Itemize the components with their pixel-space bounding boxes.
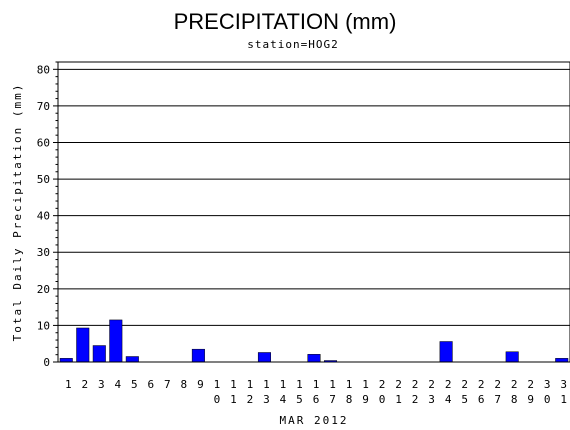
bars [59, 319, 569, 363]
bar-day-1 [59, 358, 73, 363]
y-axis-label: Total Daily Precipitation (mm) [11, 83, 24, 342]
x-axis: 1 2 3 4 5 6 7 8 9 1 01 11 21 31 41 51 61 71 81 92 02 12 22 32 42… [65, 378, 567, 406]
x-tick-label: 1 [65, 378, 72, 391]
y-tick-label: 0 [43, 356, 50, 369]
x-tick-label: 9 [197, 378, 204, 391]
x-tick-label: 4 [114, 378, 121, 391]
x-tick-label: 2 [81, 378, 88, 391]
chart-title: PRECIPITATION (mm) [174, 9, 397, 34]
bar-day-13 [257, 352, 271, 363]
bar-day-28 [505, 351, 519, 363]
y-tick-label: 60 [37, 136, 50, 149]
chart-subtitle: station=HOG2 [247, 38, 338, 51]
y-tick-label: 50 [37, 173, 50, 186]
y-tick-label: 70 [37, 100, 50, 113]
bar-day-5 [125, 356, 139, 363]
x-tick-label: 5 [131, 378, 138, 391]
y-tick-label: 10 [37, 319, 50, 332]
x-axis-label: MAR 2012 [280, 414, 349, 427]
bar-day-31 [555, 358, 569, 363]
x-tick-label: 3 [98, 378, 105, 391]
bar-day-16 [307, 354, 321, 363]
gridlines [58, 68, 570, 326]
y-tick-label: 80 [37, 63, 50, 76]
x-tick-label: 6 [148, 378, 155, 391]
x-tick-label: 7 [164, 378, 171, 391]
bar-day-9 [191, 348, 205, 363]
bar-day-2 [76, 327, 90, 363]
y-tick-label: 30 [37, 246, 50, 259]
x-tick-label: 8 [181, 378, 188, 391]
bar-day-24 [439, 341, 453, 363]
bar-day-4 [109, 319, 123, 363]
y-tick-label: 40 [37, 210, 50, 223]
y-tick-label: 20 [37, 283, 50, 296]
bar-day-3 [92, 345, 106, 363]
plot-frame [57, 61, 570, 363]
y-axis: 0 10 20 30 40 50 60 70 80 [37, 61, 58, 369]
